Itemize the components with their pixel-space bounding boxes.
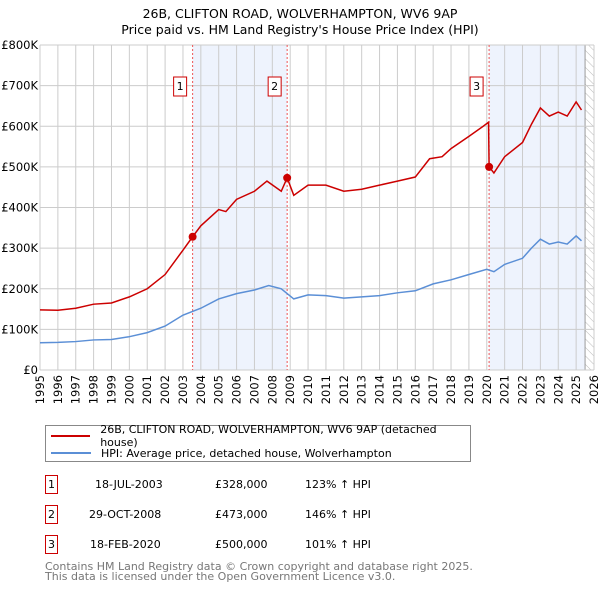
y-tick-label: £200K xyxy=(1,282,38,296)
sale-marker-label: 1 xyxy=(177,80,184,93)
x-tick-label: 2017 xyxy=(426,375,440,404)
y-tick-label: £800K xyxy=(1,38,38,52)
x-tick-label: 2024 xyxy=(551,375,565,404)
sale-row: 2 29-OCT-2008 £473,000 146% ↑ HPI xyxy=(45,505,465,525)
x-tick-label: 2012 xyxy=(337,375,351,404)
x-tick-label: 2013 xyxy=(355,375,369,404)
x-tick-label: 2010 xyxy=(301,375,315,404)
x-tick-label: 2019 xyxy=(462,375,476,404)
sale-marker-box xyxy=(469,76,484,97)
sale-marker-label: 3 xyxy=(473,80,480,93)
price-chart: 1995 1996 1997 1998 1999 2000 2001 2002 2003 2004… xyxy=(1,38,600,404)
x-tick-label: 2022 xyxy=(516,375,530,404)
x-tick-label: 2008 xyxy=(265,375,279,404)
x-tick-label: 2020 xyxy=(480,375,494,404)
x-tick-label: 2026 xyxy=(587,375,600,404)
sale-price: £328,000 xyxy=(215,478,268,491)
sale-date: 29-OCT-2008 xyxy=(89,508,162,521)
x-tick-label: 2021 xyxy=(498,375,512,404)
legend-hpi: HPI: Average price, detached house, Wolv… xyxy=(101,446,392,460)
legend-property: 26B, CLIFTON ROAD, WOLVERHAMPTON, WV6 9A… xyxy=(100,423,437,449)
x-tick-label: 2011 xyxy=(319,375,333,404)
x-tick-label: 2000 xyxy=(122,375,136,404)
x-tick-label: 1995 xyxy=(33,375,47,404)
x-tick-label: 2002 xyxy=(158,375,172,404)
y-tick-label: £0 xyxy=(23,363,38,377)
sale-row: 3 18-FEB-2020 £500,000 101% ↑ HPI xyxy=(45,535,465,555)
sale-marker-box xyxy=(173,76,188,97)
sale-point xyxy=(188,232,197,241)
x-tick-label: 2023 xyxy=(533,375,547,404)
y-tick-label: £100K xyxy=(1,322,38,336)
x-tick-label: 1997 xyxy=(69,375,83,404)
x-tick-label: 2014 xyxy=(373,375,387,404)
x-tick-label: 1999 xyxy=(104,375,118,404)
x-tick-label: 2005 xyxy=(212,375,226,404)
y-tick-label: £600K xyxy=(1,119,38,133)
sale-row: 1 18-JUL-2003 £328,000 123% ↑ HPI xyxy=(45,475,465,495)
x-tick-label: 2018 xyxy=(444,375,458,404)
x-tick-label: 1996 xyxy=(51,375,65,404)
sale-badge: 2 xyxy=(45,505,58,524)
legend-red-swatch xyxy=(51,435,91,437)
x-tick-label: 2009 xyxy=(283,375,297,404)
y-tick-label: £300K xyxy=(1,241,38,255)
chart-title: 26B, CLIFTON ROAD, WOLVERHAMPTON, WV6 9A… xyxy=(142,6,458,21)
x-tick-label: 2025 xyxy=(569,375,583,404)
x-tick-label: 2007 xyxy=(247,375,261,404)
sale-date: 18-JUL-2003 xyxy=(95,478,163,491)
sale-marker-label: 2 xyxy=(271,80,278,93)
x-tick-label: 2006 xyxy=(230,375,244,404)
sale-marker-box xyxy=(267,76,282,97)
sale-point xyxy=(283,173,292,182)
sale-price: £473,000 xyxy=(215,508,268,521)
x-tick-label: 2003 xyxy=(176,375,190,404)
x-tick-label: 1998 xyxy=(87,375,101,404)
sale-price: £500,000 xyxy=(215,538,268,551)
x-tick-label: 2015 xyxy=(390,375,404,404)
y-tick-label: £400K xyxy=(1,201,38,215)
legend: 26B, CLIFTON ROAD, WOLVERHAMPTON, WV6 9A… xyxy=(45,423,471,462)
x-tick-label: 2016 xyxy=(408,375,422,404)
sale-hpi: 101% ↑ HPI xyxy=(305,538,371,551)
sale-hpi: 123% ↑ HPI xyxy=(305,478,371,491)
footer-copyright: Contains HM Land Registry data © Crown c… xyxy=(45,560,473,573)
sale-date: 18-FEB-2020 xyxy=(90,538,161,551)
y-tick-label: £500K xyxy=(1,160,38,174)
y-tick-label: £700K xyxy=(1,79,38,93)
x-tick-label: 2001 xyxy=(140,375,154,404)
legend-blue-swatch xyxy=(51,452,91,454)
sale-hpi: 146% ↑ HPI xyxy=(305,508,371,521)
price-line xyxy=(39,100,583,312)
hpi-line xyxy=(39,234,582,344)
x-tick-label: 2004 xyxy=(194,375,208,404)
footer-licence: This data is licensed under the Open Gov… xyxy=(45,570,396,583)
chart-subtitle: Price paid vs. HM Land Registry's House … xyxy=(121,22,479,37)
sale-point xyxy=(485,162,494,171)
sale-badge: 1 xyxy=(45,475,58,494)
sale-badge: 3 xyxy=(45,535,58,554)
